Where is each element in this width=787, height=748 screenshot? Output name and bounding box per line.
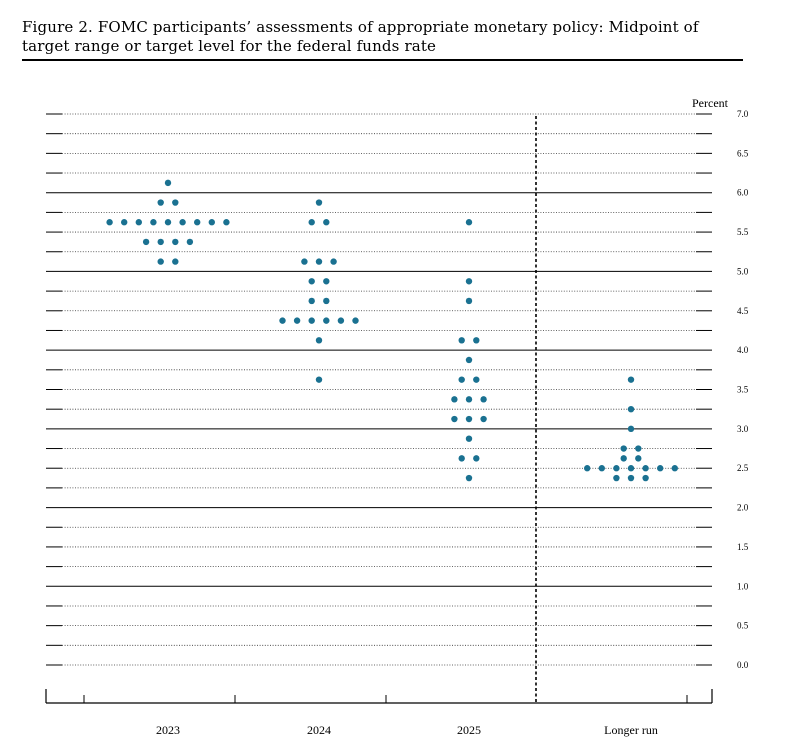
participant-dot <box>223 219 230 226</box>
y-tick-label: 4.5 <box>737 306 749 316</box>
gridlines <box>46 113 712 666</box>
participant-dot <box>627 474 635 482</box>
x-axis: 2023 2024 2025 Longer run <box>45 116 713 737</box>
participant-dot <box>308 317 315 324</box>
participant-dot <box>465 435 473 442</box>
participant-dot <box>627 465 635 472</box>
y-tick-label: 5.5 <box>737 227 749 237</box>
participant-dot <box>208 219 215 226</box>
x-category-label: 2024 <box>307 723 331 737</box>
participant-dot <box>315 376 323 383</box>
participant-dot <box>613 474 620 482</box>
y-tick-label: 3.0 <box>737 424 749 434</box>
participant-dot <box>480 415 487 423</box>
y-unit-label: Percent <box>692 96 729 110</box>
y-tick-label: 1.5 <box>737 542 749 552</box>
participant-dot <box>465 474 473 482</box>
participant-dot <box>106 219 113 226</box>
y-tick-label: 2.5 <box>737 463 749 473</box>
participant-dot <box>323 317 330 324</box>
participant-dot <box>164 179 172 187</box>
participant-dot <box>293 317 301 324</box>
participant-dot <box>465 356 473 364</box>
participant-dot <box>620 455 627 462</box>
participant-dot <box>323 297 330 305</box>
participant-dot <box>150 219 157 226</box>
participant-dot <box>330 258 337 265</box>
y-tick-label: 7.0 <box>737 109 749 119</box>
participant-dot <box>620 445 627 452</box>
participant-dot <box>308 219 315 226</box>
participant-dot <box>301 258 308 265</box>
y-tick-label: 1.0 <box>737 581 749 591</box>
y-tick-label: 3.5 <box>737 385 749 395</box>
participant-dot <box>315 258 323 265</box>
x-category-label: 2025 <box>457 723 481 737</box>
participant-dot <box>642 474 649 482</box>
participant-dot <box>135 219 142 226</box>
y-tick-label: 4.0 <box>737 345 749 355</box>
participant-dot <box>642 465 649 472</box>
participant-dot <box>308 297 315 305</box>
y-tick-label: 6.0 <box>737 188 749 198</box>
participant-dot <box>194 219 201 226</box>
participant-dot <box>164 219 172 226</box>
participant-dot <box>186 238 194 246</box>
participant-dot <box>315 337 323 344</box>
participant-dot <box>458 376 465 383</box>
participant-dot <box>157 199 164 206</box>
y-tick-label: 2.0 <box>737 503 749 513</box>
y-tick-label: 6.5 <box>737 148 749 158</box>
x-category-label: Longer run <box>604 723 658 737</box>
participant-dot <box>627 405 635 413</box>
dot-marks <box>106 179 678 482</box>
participant-dot <box>172 199 179 206</box>
participant-dot <box>465 278 473 285</box>
participant-dot <box>480 396 487 403</box>
participant-dot <box>613 465 620 472</box>
participant-dot <box>308 278 315 285</box>
y-tick-label: 0.0 <box>737 660 749 670</box>
participant-dot <box>142 238 150 246</box>
figure-title: Figure 2. FOMC participants’ assessments… <box>22 18 699 55</box>
participant-dot <box>323 219 330 226</box>
participant-dot <box>635 445 642 452</box>
participant-dot <box>465 415 473 423</box>
participant-dot <box>172 238 179 246</box>
y-tick-label: 5.0 <box>737 266 749 276</box>
title-rule <box>22 59 743 61</box>
y-tick-label: 0.5 <box>737 621 749 631</box>
x-category-label: 2023 <box>156 723 180 737</box>
participant-dot <box>179 219 186 226</box>
participant-dot <box>627 376 635 383</box>
participant-dot <box>584 465 591 472</box>
participant-dot <box>671 465 678 472</box>
participant-dot <box>458 337 465 344</box>
participant-dot <box>279 317 286 324</box>
participant-dot <box>157 238 164 246</box>
participant-dot <box>657 465 664 472</box>
participant-dot <box>352 317 359 324</box>
participant-dot <box>157 258 164 265</box>
participant-dot <box>172 258 179 265</box>
participant-dot <box>458 455 465 462</box>
participant-dot <box>598 465 605 472</box>
participant-dot <box>451 415 458 423</box>
participant-dot <box>627 425 635 433</box>
participant-dot <box>465 219 473 226</box>
participant-dot <box>315 199 323 206</box>
participant-dot <box>473 337 480 344</box>
participant-dot <box>121 219 128 226</box>
participant-dot <box>451 396 458 403</box>
y-axis-tick-labels: 0.0 0.5 1.0 1.5 2.0 2.5 3.0 3.5 4.0 4.5 5.0 5.5 6.0 6… <box>737 109 749 670</box>
participant-dot <box>635 455 642 462</box>
participant-dot <box>323 278 330 285</box>
participant-dot <box>473 376 480 383</box>
participant-dot <box>465 396 473 403</box>
participant-dot <box>473 455 480 462</box>
participant-dot <box>465 297 473 305</box>
participant-dot <box>337 317 345 324</box>
